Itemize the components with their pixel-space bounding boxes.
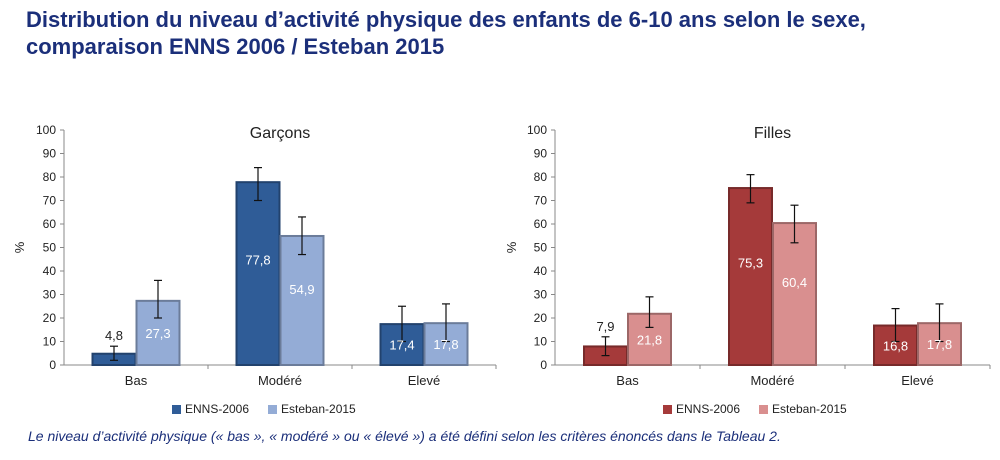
bar	[235, 181, 281, 366]
bar	[728, 187, 773, 366]
y-tick-label: 70	[43, 194, 57, 208]
legend-label: Esteban-2015	[281, 402, 356, 416]
data-label: 54,9	[289, 282, 314, 297]
data-label: 60,4	[782, 275, 807, 290]
y-tick-label: 60	[534, 217, 548, 231]
y-tick-label: 40	[43, 264, 57, 278]
y-tick-label: 50	[534, 241, 548, 255]
y-axis-label: %	[12, 241, 27, 253]
chart-panel-2: Filles% 0 10 20 30 40 50 60 70 80 90 100 Bas 7,9 21,8 M…	[504, 123, 991, 416]
bar	[627, 312, 672, 366]
y-tick-label: 10	[534, 335, 548, 349]
data-label: 21,8	[637, 332, 662, 347]
y-tick-label: 90	[534, 147, 548, 161]
data-label: 16,8	[883, 338, 908, 353]
x-tick-label: Bas	[125, 373, 148, 388]
x-tick-label: Bas	[616, 373, 639, 388]
legend-swatch	[759, 405, 768, 414]
x-tick-label: Modéré	[258, 373, 302, 388]
data-label: 75,3	[738, 256, 763, 271]
legend-swatch	[268, 405, 277, 414]
footnote: Le niveau d’activité physique (« bas », …	[28, 428, 781, 444]
y-tick-label: 10	[43, 335, 57, 349]
x-tick-label: Elevé	[901, 373, 934, 388]
data-label: 17,4	[389, 338, 414, 353]
y-tick-label: 70	[534, 194, 548, 208]
data-label: 77,8	[245, 252, 270, 267]
y-tick-label: 40	[534, 264, 548, 278]
data-label: 17,8	[433, 337, 458, 352]
y-tick-label: 30	[43, 288, 57, 302]
y-tick-label: 20	[43, 311, 57, 325]
y-tick-label: 0	[49, 358, 56, 372]
data-label: 7,9	[596, 319, 614, 334]
x-tick-label: Modéré	[750, 373, 794, 388]
data-label: 4,8	[105, 328, 123, 343]
y-tick-label: 100	[36, 123, 56, 137]
title-line-1: Distribution du niveau d’activité physiq…	[26, 7, 866, 32]
legend-label: ENNS-2006	[676, 402, 740, 416]
y-tick-label: 0	[540, 358, 547, 372]
bar	[772, 222, 817, 366]
legend-label: Esteban-2015	[772, 402, 847, 416]
y-axis-label: %	[504, 241, 519, 253]
chart-title: Garçons	[250, 125, 310, 142]
chart-title: Filles	[754, 125, 791, 142]
y-tick-label: 60	[43, 217, 57, 231]
y-tick-label: 20	[534, 311, 548, 325]
page-title: Distribution du niveau d’activité physiq…	[26, 6, 986, 60]
y-tick-label: 90	[43, 147, 57, 161]
bar	[135, 299, 181, 366]
data-label: 27,3	[145, 326, 170, 341]
y-tick-label: 50	[43, 241, 57, 255]
chart-panel-1: Garçons% 0 10 20 30 40 50 60 70 80 90 100 Bas 4,8 27,3…	[12, 123, 497, 416]
x-tick-label: Elevé	[408, 373, 441, 388]
legend-label: ENNS-2006	[185, 402, 249, 416]
data-label: 17,8	[927, 337, 952, 352]
y-tick-label: 30	[534, 288, 548, 302]
bar	[279, 234, 325, 366]
legend-swatch	[172, 405, 181, 414]
title-line-2: comparaison ENNS 2006 / Esteban 2015	[26, 34, 445, 59]
y-tick-label: 100	[527, 123, 547, 137]
legend-swatch	[663, 405, 672, 414]
y-tick-label: 80	[43, 170, 57, 184]
y-tick-label: 80	[534, 170, 548, 184]
